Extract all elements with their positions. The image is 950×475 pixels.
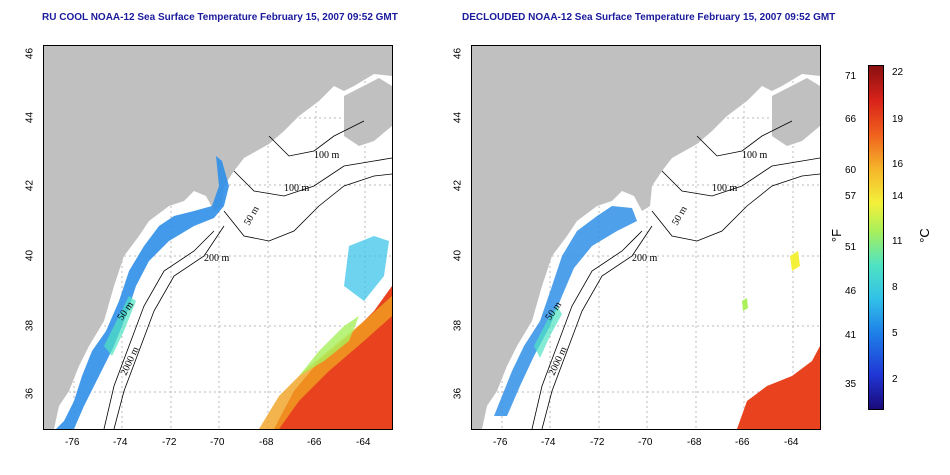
lon-tick: -68 <box>687 437 702 448</box>
contour-label: 50 m <box>242 204 262 227</box>
contour-label: 200 m <box>204 253 230 264</box>
colorbar-tick-f: 60 <box>845 165 857 176</box>
sst-map-declouded: 100 m 100 m 50 m 200 m 50 m 2000 m <box>471 45 821 430</box>
colorbar-tick-c: 11 <box>892 236 903 247</box>
lat-tick: 36 <box>452 387 464 400</box>
lat-tick: 40 <box>452 249 464 262</box>
lat-tick: 38 <box>452 319 464 332</box>
colorbar-tick-f: 71 <box>845 71 857 82</box>
lon-tick: -72 <box>162 437 177 448</box>
lon-tick: -68 <box>259 437 274 448</box>
lon-tick: -74 <box>541 437 556 448</box>
contour-label: 100 m <box>314 150 340 161</box>
lon-tick: -66 <box>735 437 750 448</box>
lat-tick: 36 <box>24 387 36 400</box>
colorbar-tick-f: 46 <box>845 286 857 297</box>
lat-tick: 42 <box>452 179 464 192</box>
lon-tick: -66 <box>307 437 322 448</box>
colorbar-tick-f: 66 <box>845 114 857 125</box>
colorbar-tick-f: 51 <box>845 242 857 253</box>
lat-tick: 46 <box>452 47 464 60</box>
contour-label: 100 m <box>742 150 768 161</box>
lat-tick: 40 <box>24 249 36 262</box>
land-mass <box>472 46 820 429</box>
panel-1-title: RU COOL NOAA-12 Sea Surface Temperature … <box>42 12 398 23</box>
panel-2-title: DECLOUDED NOAA-12 Sea Surface Temperatur… <box>462 12 836 23</box>
lat-tick: 38 <box>24 319 36 332</box>
lat-tick: 44 <box>452 111 464 124</box>
lon-tick: -64 <box>356 437 371 448</box>
lat-tick: 46 <box>24 47 36 60</box>
lat-tick: 42 <box>24 179 36 192</box>
lon-tick: -76 <box>493 437 508 448</box>
celsius-unit: °C <box>916 228 932 243</box>
sst-map-raw: 100 m 100 m 50 m 200 m 50 m 2000 m <box>43 45 393 430</box>
contour-label: 50 m <box>670 204 690 227</box>
contour-label: 100 m <box>712 183 738 194</box>
contour-label: 200 m <box>632 253 658 264</box>
colorbar-tick-f: 41 <box>845 330 857 341</box>
colorbar-tick-c: 19 <box>892 114 904 125</box>
contour-label: 100 m <box>284 183 310 194</box>
lon-tick: -70 <box>210 437 225 448</box>
land-mass <box>44 46 392 429</box>
sst-coastal-band <box>56 146 229 429</box>
colorbar-tick-c: 16 <box>892 159 904 170</box>
lon-tick: -64 <box>784 437 799 448</box>
colorbar-tick-c: 22 <box>892 67 904 78</box>
fahrenheit-unit: °F <box>829 228 845 243</box>
temperature-colorbar <box>868 65 884 410</box>
lat-tick: 44 <box>24 111 36 124</box>
colorbar-tick-c: 2 <box>892 374 898 385</box>
lon-tick: -76 <box>65 437 80 448</box>
colorbar-tick-c: 5 <box>892 328 898 339</box>
colorbar-tick-c: 8 <box>892 282 898 293</box>
lon-tick: -72 <box>590 437 605 448</box>
colorbar-tick-f: 57 <box>845 191 857 202</box>
lon-tick: -74 <box>113 437 128 448</box>
colorbar-tick-f: 35 <box>845 379 857 390</box>
lon-tick: -70 <box>638 437 653 448</box>
sst-warm-water <box>737 346 820 429</box>
sst-coastal-band <box>494 206 637 416</box>
colorbar-tick-c: 14 <box>892 191 904 202</box>
